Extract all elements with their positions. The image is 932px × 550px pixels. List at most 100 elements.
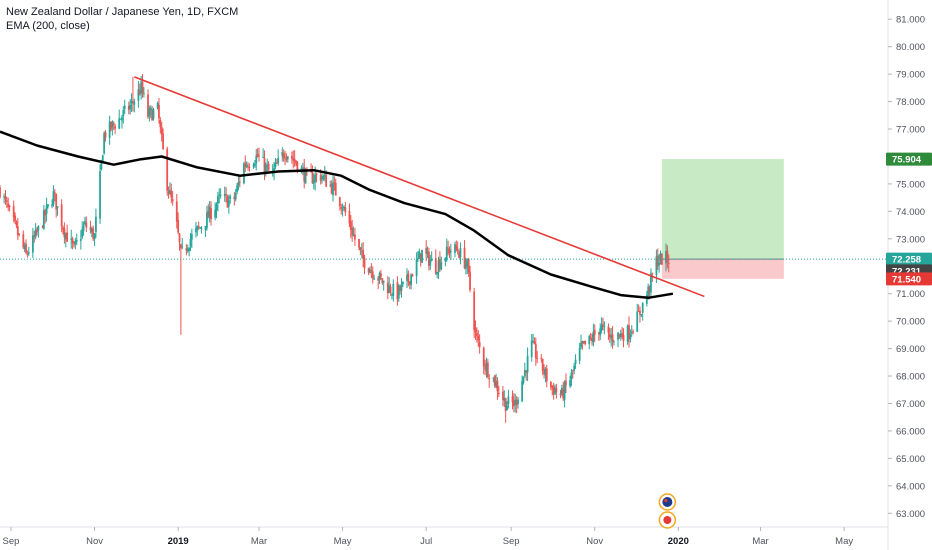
candle-body [285,158,288,160]
last-price-tag-bg [886,252,932,266]
candle-body [286,156,289,160]
candle-body [591,338,593,342]
candle-body [104,132,107,138]
candle-body [348,210,351,224]
candle-body [400,284,403,291]
chart-legend[interactable]: New Zealand Dollar / Japanese Yen, 1D, F… [6,5,238,33]
flag-event-icon[interactable] [658,493,677,511]
candle-body [60,204,63,227]
candle-body [160,126,163,135]
candle-body [444,257,447,262]
earnings-event-icon[interactable] [658,511,677,529]
candle-body [474,328,477,333]
candle-body [565,380,567,386]
candle-body [175,201,178,222]
candle-body [610,335,613,339]
stop-zone[interactable] [661,259,784,279]
candle-body [171,199,174,202]
candle-body [15,221,18,226]
candle-body [31,235,34,253]
candle-body [37,226,40,231]
candle-body [41,226,44,228]
candle-body [84,220,86,225]
candle-body [370,270,373,272]
candle-body [118,118,121,129]
candle-body [130,100,133,104]
candle-body [397,285,400,299]
candle-body [332,182,334,196]
candle-body [292,158,295,161]
candle-body [74,240,77,244]
candle-body [170,190,173,198]
candle-body [514,399,517,405]
candle-body [82,225,85,231]
candle-body [227,200,230,207]
candle-body [281,152,284,157]
ema-200-line[interactable] [0,130,674,300]
stop-price-tag-bg [886,272,932,286]
candle-body [488,378,491,380]
candle-body [90,229,93,233]
time-axis[interactable]: Sep Nov 2019 Mar May Jul Sep Nov 2020 Mar May [3,527,854,547]
candle-body [122,109,125,117]
candle-body [647,286,650,297]
candle-body [523,370,526,376]
candle-body [295,160,297,164]
candle-body [504,398,507,412]
candle-body [445,246,448,260]
candle-body [544,368,547,376]
candle-body [166,148,169,191]
y-tick-label: 70.000 [896,317,925,328]
y-tick-label: 69.000 [896,344,925,355]
candle-body [256,154,259,157]
candle-body [563,382,566,400]
candle-body [536,357,539,359]
candle-body [26,253,29,255]
candle-body [532,341,534,343]
candle-body [410,274,413,286]
candle-body [81,229,84,238]
indicator-label[interactable]: EMA (200, close) [6,20,90,32]
economic-events[interactable] [658,493,677,529]
candle-body [315,173,318,175]
candle-body [377,277,380,281]
candle-body [434,258,437,274]
candle-body [619,333,622,337]
candle-body [62,227,64,230]
x-tick-label: Mar [752,536,768,547]
x-tick-label: Jul [420,536,432,547]
candle-body [189,239,192,247]
candle-body [367,268,370,273]
candle-body [617,332,619,340]
candle-body [419,253,422,262]
trendline[interactable] [134,76,705,298]
candle-body [588,335,591,345]
candle-body [602,323,604,326]
candle-body [399,286,402,292]
candle-body [169,190,171,195]
candle-body [273,167,275,172]
candle-body [238,181,241,183]
candle-body [119,118,122,120]
candle-body [622,335,625,342]
candle-body [42,210,45,229]
candle-body [660,253,663,265]
candle-body [33,235,36,237]
x-tick-label: Sep [503,536,520,547]
candle-body [641,303,644,313]
candle-body [321,177,323,179]
candle-body [252,164,255,167]
candle-body [330,184,333,194]
candle-body [411,274,414,277]
candle-body [554,389,556,395]
target-zone[interactable] [661,159,784,260]
symbol-title[interactable]: New Zealand Dollar / Japanese Yen, 1D, F… [6,6,239,18]
candle-body [430,258,433,262]
candle-body [322,175,325,180]
candle-body [177,219,180,233]
candle-body [121,117,123,121]
candle-body [582,341,585,343]
candle-body [290,155,293,159]
candle-body [262,157,265,159]
